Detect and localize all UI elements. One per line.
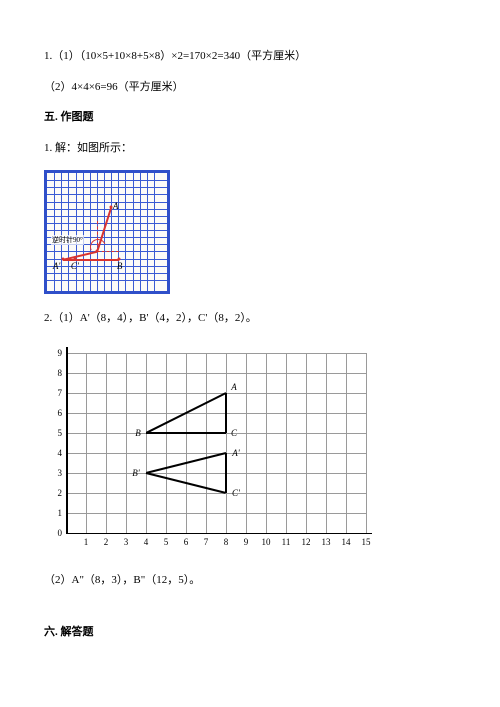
grid-diagram-1: ABA'C'逆时针90° xyxy=(44,170,170,294)
problem-1-1: 1.（1）（10×5+10×8+5×8）×2=170×2=340（平方厘米） xyxy=(44,48,456,65)
problem-1-2: （2）4×4×6=96（平方厘米） xyxy=(44,79,456,96)
problem-2-2: （2）A"（8，3），B"（12，5）。 xyxy=(44,572,456,589)
problem-2-1: 2.（1）A'（8，4），B'（4，2），C'（8，2）。 xyxy=(44,310,456,327)
section-5-heading: 五. 作图题 xyxy=(44,109,456,126)
section-6-heading: 六. 解答题 xyxy=(44,624,456,641)
coordinate-chart: 9876543210123456789101112131415ABCA'B'C' xyxy=(44,341,364,556)
problem-1-solution: 1. 解：如图所示： xyxy=(44,140,456,157)
